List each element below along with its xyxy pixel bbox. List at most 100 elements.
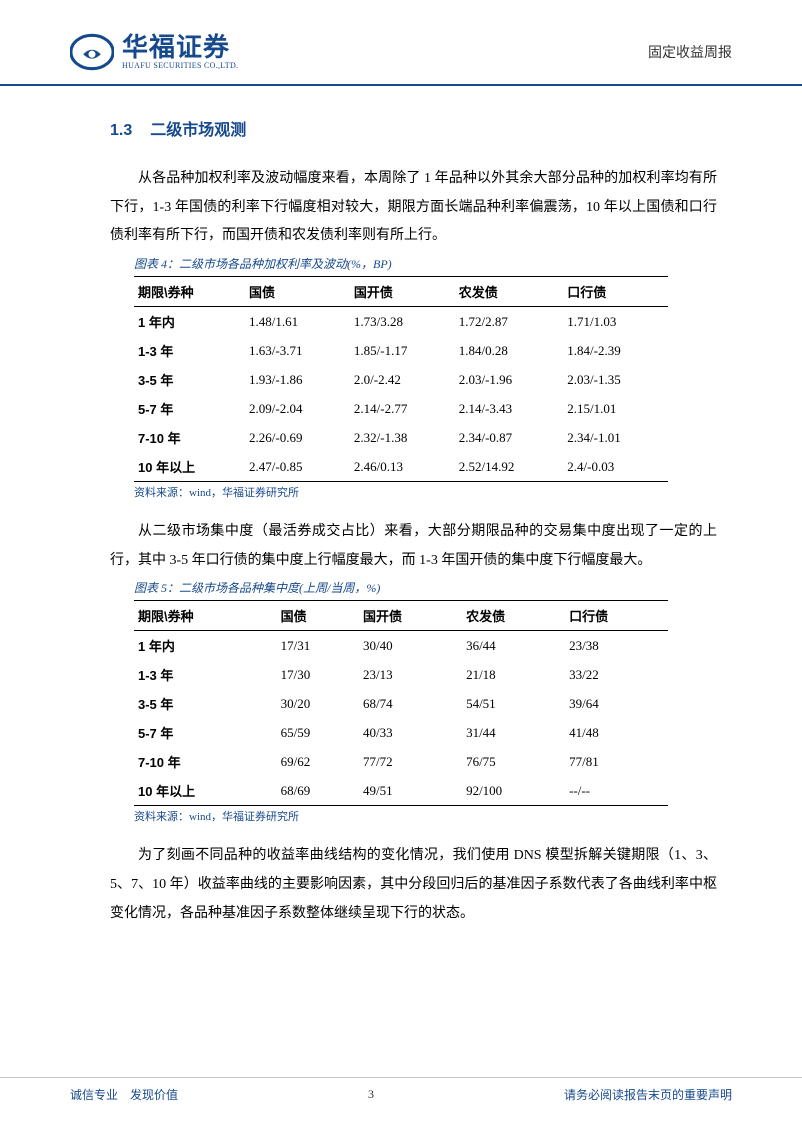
table-cell: 68/69: [277, 776, 359, 806]
table-cell: 1.71/1.03: [563, 307, 668, 337]
table5-source: 资料来源：wind，华福证券研究所: [134, 808, 717, 824]
page-number: 3: [368, 1087, 374, 1102]
table-cell: 17/31: [277, 631, 359, 661]
table-cell: 2.4/-0.03: [563, 452, 668, 482]
table-header-cell: 国开债: [359, 601, 462, 631]
table-cell: 1 年内: [134, 631, 277, 661]
table-cell: 76/75: [462, 747, 565, 776]
table-cell: 7-10 年: [134, 423, 245, 452]
table-row: 10 年以上68/6949/5192/100--/--: [134, 776, 668, 806]
footer-left: 诚信专业 发现价值: [70, 1086, 178, 1103]
table-cell: 21/18: [462, 660, 565, 689]
table-cell: 92/100: [462, 776, 565, 806]
table-cell: 68/74: [359, 689, 462, 718]
logo: 华福证券 HUAFU SECURITIES CO.,LTD.: [70, 30, 238, 74]
table-cell: 10 年以上: [134, 452, 245, 482]
table-cell: 2.03/-1.35: [563, 365, 668, 394]
table-cell: 36/44: [462, 631, 565, 661]
header-doc-title: 固定收益周报: [648, 42, 732, 62]
table-row: 5-7 年2.09/-2.042.14/-2.772.14/-3.432.15/…: [134, 394, 668, 423]
table-row: 5-7 年65/5940/3331/4441/48: [134, 718, 668, 747]
table-cell: 49/51: [359, 776, 462, 806]
section-number: 1.3: [110, 122, 132, 139]
table-cell: 2.15/1.01: [563, 394, 668, 423]
table-row: 1 年内17/3130/4036/4423/38: [134, 631, 668, 661]
section-heading: 二级市场观测: [150, 122, 246, 139]
table-header-cell: 农发债: [462, 601, 565, 631]
table-cell: 23/13: [359, 660, 462, 689]
table-cell: 7-10 年: [134, 747, 277, 776]
table-header-cell: 期限\券种: [134, 277, 245, 307]
table-cell: 17/30: [277, 660, 359, 689]
table-header-cell: 农发债: [455, 277, 564, 307]
content: 1.3 二级市场观测 从各品种加权利率及波动幅度来看，本周除了 1 年品种以外其余…: [0, 86, 802, 929]
table-header-cell: 国债: [245, 277, 350, 307]
table-cell: 23/38: [565, 631, 668, 661]
table-header-cell: 国开债: [350, 277, 455, 307]
table-cell: 1.73/3.28: [350, 307, 455, 337]
table-cell: 54/51: [462, 689, 565, 718]
table-cell: 2.46/0.13: [350, 452, 455, 482]
table-cell: 33/22: [565, 660, 668, 689]
table-cell: 2.0/-2.42: [350, 365, 455, 394]
table-row: 3-5 年1.93/-1.862.0/-2.422.03/-1.962.03/-…: [134, 365, 668, 394]
table4-source: 资料来源：wind，华福证券研究所: [134, 484, 717, 500]
table-cell: 2.03/-1.96: [455, 365, 564, 394]
table-cell: 2.14/-3.43: [455, 394, 564, 423]
table-cell: 2.32/-1.38: [350, 423, 455, 452]
paragraph-3: 为了刻画不同品种的收益率曲线结构的变化情况，我们使用 DNS 模型拆解关键期限（…: [110, 842, 717, 928]
paragraph-1: 从各品种加权利率及波动幅度来看，本周除了 1 年品种以外其余大部分品种的加权利率…: [110, 165, 717, 251]
table-cell: 69/62: [277, 747, 359, 776]
paragraph-2: 从二级市场集中度（最活券成交占比）来看，大部分期限品种的交易集中度出现了一定的上…: [110, 518, 717, 575]
table-header-cell: 口行债: [565, 601, 668, 631]
table-cell: 3-5 年: [134, 689, 277, 718]
table-header-cell: 国债: [277, 601, 359, 631]
table-row: 1-3 年17/3023/1321/1833/22: [134, 660, 668, 689]
table-cell: 1-3 年: [134, 336, 245, 365]
table-row: 1-3 年1.63/-3.711.85/-1.171.84/0.281.84/-…: [134, 336, 668, 365]
table-cell: 1.48/1.61: [245, 307, 350, 337]
table-cell: 30/20: [277, 689, 359, 718]
logo-text: 华福证券 HUAFU SECURITIES CO.,LTD.: [122, 34, 238, 70]
table-cell: 2.14/-2.77: [350, 394, 455, 423]
table-cell: 5-7 年: [134, 718, 277, 747]
table-cell: 1.63/-3.71: [245, 336, 350, 365]
table-cell: 3-5 年: [134, 365, 245, 394]
table-cell: 1.84/0.28: [455, 336, 564, 365]
table-cell: --/--: [565, 776, 668, 806]
table-cell: 2.52/14.92: [455, 452, 564, 482]
table4-caption: 图表 4：二级市场各品种加权利率及波动(%，BP): [134, 255, 717, 272]
table-cell: 5-7 年: [134, 394, 245, 423]
table-cell: 10 年以上: [134, 776, 277, 806]
table-cell: 2.34/-1.01: [563, 423, 668, 452]
table-cell: 1 年内: [134, 307, 245, 337]
table-cell: 1.84/-2.39: [563, 336, 668, 365]
table-row: 7-10 年69/6277/7276/7577/81: [134, 747, 668, 776]
section-title: 1.3 二级市场观测: [110, 116, 717, 140]
page-header: 华福证券 HUAFU SECURITIES CO.,LTD. 固定收益周报: [0, 0, 802, 86]
table-cell: 1.72/2.87: [455, 307, 564, 337]
logo-cn: 华福证券: [122, 34, 238, 60]
table-cell: 41/48: [565, 718, 668, 747]
table-header-cell: 期限\券种: [134, 601, 277, 631]
table-cell: 2.26/-0.69: [245, 423, 350, 452]
table-cell: 2.47/-0.85: [245, 452, 350, 482]
logo-icon: [70, 30, 114, 74]
table-cell: 31/44: [462, 718, 565, 747]
table5: 期限\券种国债国开债农发债口行债 1 年内17/3130/4036/4423/3…: [134, 600, 668, 806]
table-row: 10 年以上2.47/-0.852.46/0.132.52/14.922.4/-…: [134, 452, 668, 482]
table-cell: 2.34/-0.87: [455, 423, 564, 452]
table-cell: 2.09/-2.04: [245, 394, 350, 423]
table-cell: 1.93/-1.86: [245, 365, 350, 394]
table-cell: 1-3 年: [134, 660, 277, 689]
logo-en: HUAFU SECURITIES CO.,LTD.: [122, 62, 238, 70]
table-cell: 30/40: [359, 631, 462, 661]
table-cell: 40/33: [359, 718, 462, 747]
table-cell: 1.85/-1.17: [350, 336, 455, 365]
table-row: 1 年内1.48/1.611.73/3.281.72/2.871.71/1.03: [134, 307, 668, 337]
table-row: 7-10 年2.26/-0.692.32/-1.382.34/-0.872.34…: [134, 423, 668, 452]
table-header-cell: 口行债: [563, 277, 668, 307]
table-cell: 39/64: [565, 689, 668, 718]
table-row: 3-5 年30/2068/7454/5139/64: [134, 689, 668, 718]
footer-disclaimer: 请务必阅读报告末页的重要声明: [564, 1086, 732, 1103]
